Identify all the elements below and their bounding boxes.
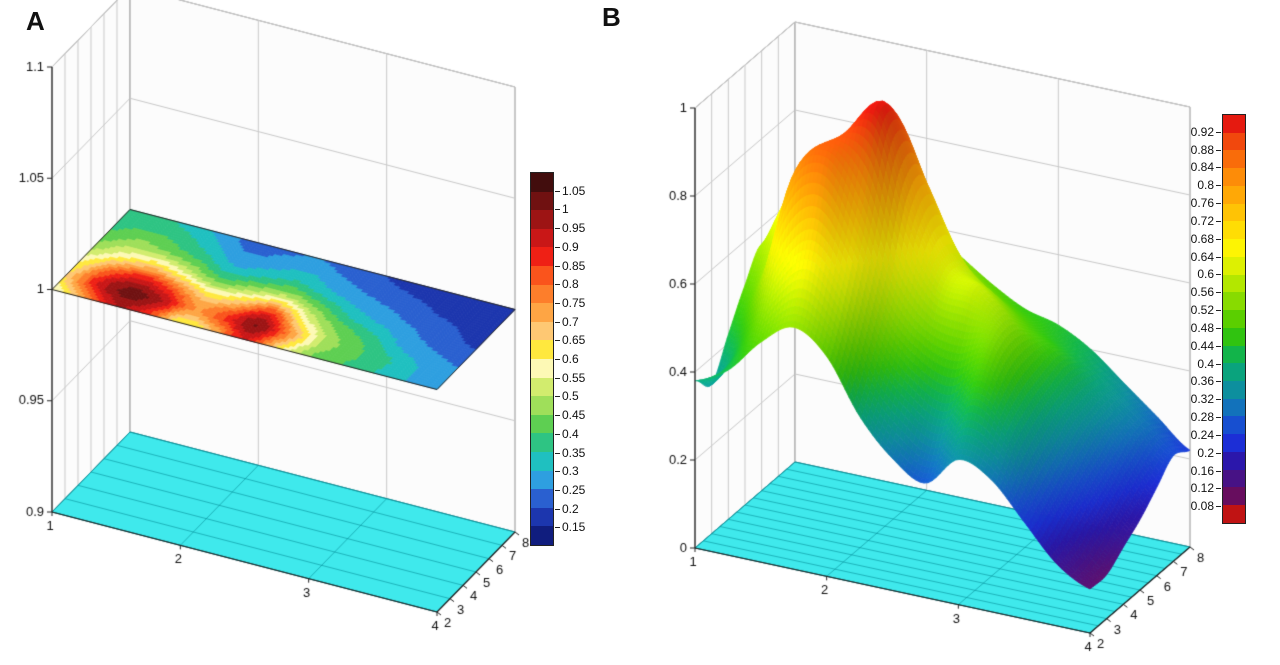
colorbar-segment (531, 451, 553, 471)
colorbar-segment (1223, 221, 1245, 240)
colorbar-segment (1223, 451, 1245, 470)
colorbar-tick-label: 0.3 (555, 464, 579, 479)
colorbar-tick-label: 0.2 (1197, 445, 1221, 460)
colorbar-tick-label: 0.64 (1190, 249, 1222, 264)
colorbar-tick-label: 0.4 (1197, 356, 1221, 371)
colorbar-tick-label: 0.16 (1190, 463, 1222, 478)
colorbar-segment (531, 173, 553, 192)
colorbar-segment (1223, 310, 1245, 328)
colorbar-segment (1223, 256, 1245, 275)
colorbar-segment (531, 489, 553, 508)
colorbar-tick-label: 0.76 (1190, 196, 1222, 211)
colorbar-tick-label: 0.88 (1190, 142, 1222, 157)
colorbar-segment (1223, 292, 1245, 311)
colorbar-tick-label: 0.6 (555, 352, 579, 366)
colorbar-tick-label: 0.6 (1197, 267, 1221, 282)
panel-b-colorbar: 0.92 0.88 0.84 0.8 0.76 0.72 0.68 0.64 0.6 0.56 0.… (1176, 114, 1246, 524)
colorbar-segment (531, 433, 553, 452)
colorbar-tick-label: 0.8 (1197, 178, 1221, 193)
colorbar-segment (531, 507, 553, 527)
colorbar-segment (531, 265, 553, 285)
colorbar-tick-label: 1 (555, 202, 569, 217)
colorbar-tick-label: 0.24 (1190, 427, 1222, 442)
colorbar-segment (531, 228, 553, 248)
colorbar-segment (1223, 487, 1245, 506)
colorbar-segment (531, 377, 553, 397)
colorbar-tick-label: 0.95 (554, 221, 586, 236)
colorbar-tick-label: 0.85 (554, 258, 586, 273)
colorbar-strip (1222, 114, 1246, 524)
colorbar-tick-label: 0.4 (555, 426, 579, 441)
colorbar-segment (1223, 469, 1245, 488)
colorbar-tick-label: 0.08 (1190, 499, 1222, 514)
colorbar-segment (531, 321, 553, 341)
colorbar-segment (1223, 203, 1245, 222)
colorbar-segment (1223, 115, 1245, 133)
colorbar-segment (1223, 185, 1245, 204)
colorbar-tick-label: 0.44 (1190, 338, 1222, 353)
colorbar-segment (1223, 132, 1245, 151)
colorbar-tick-label: 0.72 (1190, 213, 1222, 228)
colorbar-segment (1223, 398, 1245, 417)
colorbar-segment (1223, 274, 1245, 293)
colorbar-tick-label: 0.32 (1190, 392, 1222, 407)
colorbar-segment (1223, 416, 1245, 435)
colorbar-segment (531, 470, 553, 490)
colorbar-tick-label: 0.9 (555, 239, 579, 254)
colorbar-segment (531, 247, 553, 266)
colorbar-tick-label: 0.15 (554, 520, 586, 535)
colorbar-tick-label: 0.28 (1190, 410, 1222, 425)
colorbar-segment (531, 210, 553, 229)
colorbar-segment (1223, 434, 1245, 452)
colorbar-tick-label: 0.68 (1190, 231, 1222, 246)
colorbar-tick-label: 0.2 (555, 501, 579, 516)
colorbar-segment (531, 358, 553, 378)
colorbar-segment (1223, 363, 1245, 382)
colorbar-segment (1223, 505, 1245, 523)
colorbar-tick-label: 0.45 (554, 408, 586, 423)
colorbar-tick-label: 0.52 (1190, 303, 1222, 318)
colorbar-strip (530, 172, 554, 546)
panel-a-label: A (26, 6, 46, 36)
colorbar-tick-label: 0.25 (554, 482, 586, 497)
panel-a-colorbar: 1.05 1 0.95 0.9 0.85 0.8 0.75 0.7 0.65 0.6 0.55 0.5… (530, 172, 608, 546)
colorbar-tick-label: 0.92 (1190, 124, 1222, 139)
colorbar-tick-label: 1.05 (554, 183, 586, 198)
colorbar-segment (1223, 168, 1245, 186)
colorbar-segment (1223, 150, 1245, 169)
colorbar-segment (531, 303, 553, 322)
colorbar-segment (531, 396, 553, 415)
colorbar-segment (531, 340, 553, 359)
colorbar-segment (531, 191, 553, 211)
colorbar-tick-label: 0.8 (555, 277, 579, 292)
colorbar-tick-label: 0.12 (1190, 481, 1222, 496)
colorbar-tick-label: 0.84 (1190, 160, 1222, 175)
colorbar-tick-label: 0.5 (555, 389, 579, 404)
colorbar-segment (1223, 327, 1245, 346)
colorbar-tick-label: 0.35 (554, 445, 586, 460)
colorbar-tick-label: 0.65 (554, 333, 586, 348)
colorbar-tick-label: 0.36 (1190, 374, 1222, 389)
colorbar-segment (531, 526, 553, 545)
panel-b-label: B (602, 2, 622, 32)
colorbar-tick-label: 0.7 (555, 314, 579, 329)
colorbar-segment (1223, 381, 1245, 399)
colorbar-tick-label: 0.48 (1190, 320, 1222, 335)
colorbar-segment (531, 414, 553, 434)
colorbar-tick-label: 0.56 (1190, 285, 1222, 300)
colorbar-segment (531, 284, 553, 304)
colorbar-segment (1223, 345, 1245, 364)
colorbar-tick-label: 0.75 (554, 295, 586, 310)
colorbar-tick-label: 0.55 (554, 370, 586, 385)
colorbar-segment (1223, 239, 1245, 257)
